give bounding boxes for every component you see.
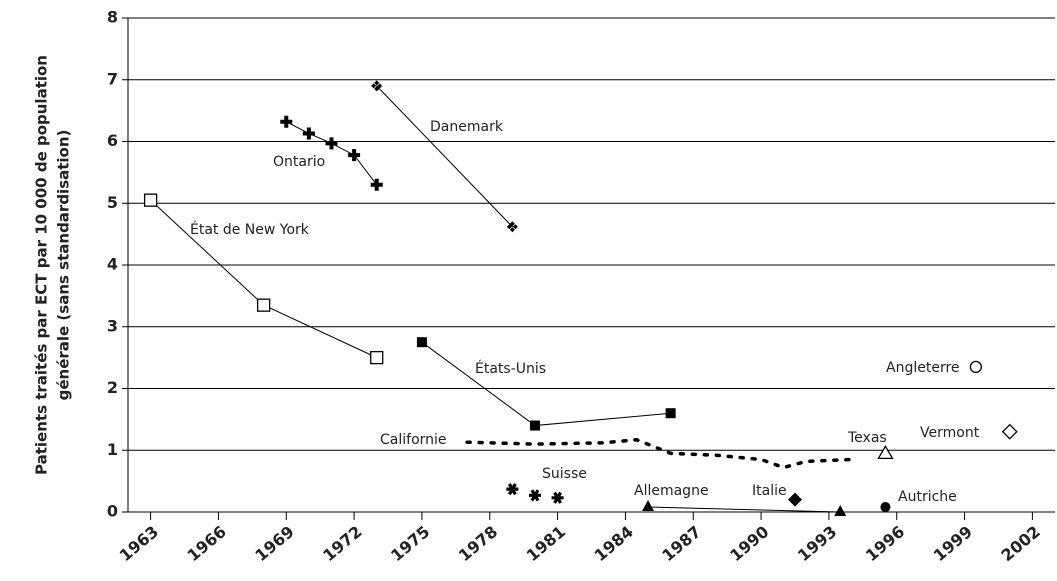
y-tick-label: 4 [107, 255, 118, 274]
x-tick-label: 1987 [658, 522, 704, 565]
series-label: Autriche [898, 489, 957, 505]
marker [665, 408, 676, 419]
x-tick-label: 1975 [387, 522, 433, 565]
x-tick-label: 1990 [726, 522, 772, 565]
marker [416, 337, 427, 348]
y-tick-label: 6 [107, 131, 118, 150]
marker [371, 80, 383, 92]
series-line [376, 85, 513, 228]
series-label: Suisse [542, 466, 587, 482]
marker [370, 178, 383, 191]
marker [1001, 423, 1018, 440]
y-tick-label: 1 [107, 440, 118, 459]
marker [506, 483, 519, 496]
y-tick-label: 3 [107, 316, 118, 335]
marker [877, 445, 894, 459]
marker [969, 360, 983, 374]
series-label: Texas [847, 430, 887, 446]
series-label: Italie [752, 483, 787, 499]
marker [642, 500, 655, 512]
series-label: Californie [380, 432, 447, 448]
marker [787, 492, 802, 507]
x-tick-label: 1969 [251, 522, 297, 565]
y-axis-label: Patients traités par ECT par 10 000 de p… [33, 55, 51, 475]
marker [370, 350, 384, 365]
y-tick-label: 7 [107, 69, 118, 88]
series-label: États-Unis [475, 360, 546, 377]
series-line [647, 506, 841, 513]
marker [348, 149, 361, 162]
series-label: Angleterre [886, 360, 960, 376]
x-tick-label: 1993 [794, 522, 840, 565]
marker [880, 502, 891, 513]
x-tick-label: 1978 [455, 522, 501, 565]
x-tick-label: 1972 [319, 522, 365, 565]
series-line [465, 437, 854, 470]
x-tick-label: 1999 [930, 522, 976, 565]
marker [528, 489, 541, 502]
x-tick-label: 1966 [184, 522, 230, 565]
marker [302, 127, 315, 140]
marker [834, 505, 847, 516]
series-label: Ontario [273, 154, 325, 170]
y-tick-label: 8 [107, 8, 118, 27]
y-axis-label: générale (sans standardisation) [55, 130, 73, 401]
marker [506, 221, 518, 233]
y-tick-label: 2 [107, 378, 118, 397]
series-label: Vermont [920, 425, 980, 441]
series-label: Danemark [430, 119, 504, 135]
x-tick-label: 1981 [523, 522, 569, 565]
marker [280, 115, 293, 128]
x-tick-label: 1963 [116, 522, 162, 565]
marker [551, 491, 564, 504]
series-line [421, 341, 672, 427]
marker [143, 193, 158, 207]
series-label: Allemagne [634, 483, 709, 499]
y-tick-label: 0 [107, 502, 118, 521]
series-label: État de New York [190, 221, 310, 238]
marker [257, 298, 271, 312]
y-tick-label: 5 [107, 193, 118, 212]
x-tick-label: 1996 [862, 522, 908, 565]
marker [325, 137, 338, 150]
x-tick-label: 2002 [998, 522, 1044, 565]
marker [529, 420, 540, 431]
x-tick-label: 1984 [591, 522, 637, 565]
